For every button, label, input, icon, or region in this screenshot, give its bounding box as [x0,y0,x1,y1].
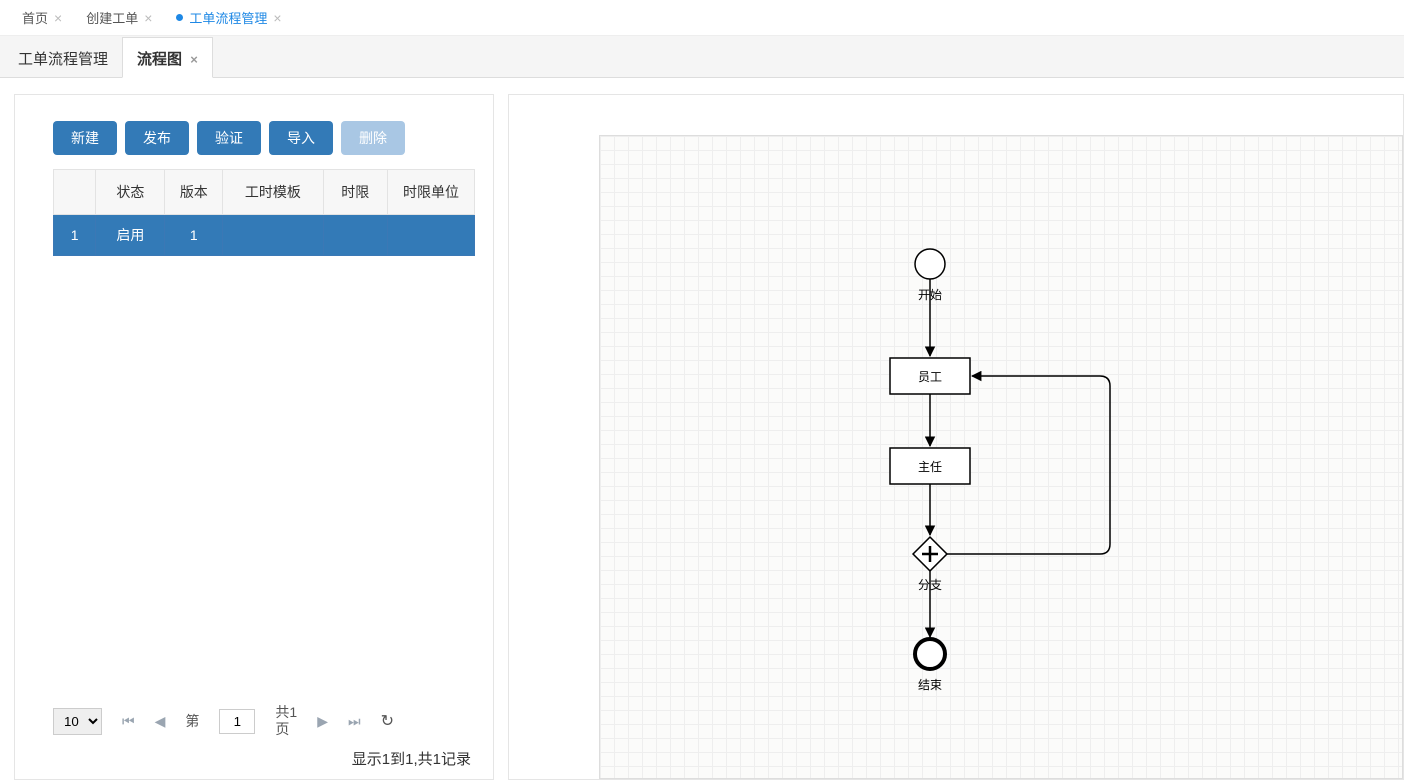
total-pages: 共1页 [275,704,297,738]
cell-template [223,215,323,256]
main-split: 新建 发布 验证 导入 删除 状态 版本 工时模板 时限 [0,78,1404,780]
toolbar: 新建 发布 验证 导入 删除 [15,121,493,169]
close-icon[interactable]: × [190,52,198,67]
publish-button[interactable]: 发布 [125,121,189,155]
col-limit[interactable]: 时限 [323,170,388,215]
refresh-icon[interactable]: ↻ [381,711,394,731]
record-summary: 显示1到1,共1记录 [15,742,493,769]
start-node[interactable] [915,249,945,279]
next-page-icon[interactable]: ▶ [317,713,328,730]
diagram-panel: 员工 主任 开始 [508,94,1404,780]
tab-label: 首页 [22,8,48,27]
task-label: 主任 [918,460,942,474]
cell-limit [323,215,388,256]
cell-status: 启用 [96,215,165,256]
page-size-select[interactable]: 10 [53,708,102,735]
validate-button[interactable]: 验证 [197,121,261,155]
col-version[interactable]: 版本 [165,170,223,215]
pager: 10 ⏮ ◀ 第 共1页 ▶ ⏭ ↻ [15,696,493,742]
breadcrumb-tabs: 首页 × 创建工单 × 工单流程管理 × [0,0,1404,36]
tab-label: 创建工单 [86,8,138,27]
gateway-node[interactable] [913,537,947,571]
left-panel: 新建 发布 验证 导入 删除 状态 版本 工时模板 时限 [14,94,494,780]
delete-button[interactable]: 删除 [341,121,405,155]
page-input[interactable] [219,709,255,734]
tab-create-order[interactable]: 创建工单 × [74,0,164,35]
first-page-icon[interactable]: ⏮ [122,713,135,730]
tab-workflow-mgmt[interactable]: 工单流程管理 × [164,0,293,35]
tab-label: 工单流程管理 [189,8,267,27]
table-wrap: 状态 版本 工时模板 时限 时限单位 1 启用 1 [15,169,493,696]
gateway-label: 分支 [918,576,942,593]
col-status[interactable]: 状态 [96,170,165,215]
cell-unit [388,215,475,256]
col-unit[interactable]: 时限单位 [388,170,475,215]
diagram-canvas[interactable]: 员工 主任 开始 [599,135,1403,779]
col-index [54,170,96,215]
page-label-prefix: 第 [185,711,199,731]
tab-home[interactable]: 首页 × [10,0,74,35]
subtab-label: 工单流程管理 [18,51,108,68]
task-label: 员工 [918,370,942,384]
close-icon[interactable]: × [144,10,152,26]
sub-tabs: 工单流程管理 流程图 × [0,36,1404,78]
end-label: 结束 [918,676,942,693]
subtab-workflow-mgmt[interactable]: 工单流程管理 [4,38,122,77]
subtab-label: 流程图 [137,51,182,68]
table-row[interactable]: 1 启用 1 [54,215,475,256]
last-page-icon[interactable]: ⏭ [348,713,361,730]
new-button[interactable]: 新建 [53,121,117,155]
close-icon[interactable]: × [273,10,281,26]
active-dot-icon [176,14,183,21]
close-icon[interactable]: × [54,10,62,26]
subtab-flowchart[interactable]: 流程图 × [122,37,213,78]
flowchart-svg: 员工 主任 [600,136,1402,778]
cell-version: 1 [165,215,223,256]
start-label: 开始 [918,286,942,303]
workflow-table: 状态 版本 工时模板 时限 时限单位 1 启用 1 [53,169,475,256]
import-button[interactable]: 导入 [269,121,333,155]
end-node[interactable] [915,639,945,669]
edge-loop [947,376,1110,554]
cell-index: 1 [54,215,96,256]
prev-page-icon[interactable]: ◀ [155,713,166,730]
col-template[interactable]: 工时模板 [223,170,323,215]
table-header-row: 状态 版本 工时模板 时限 时限单位 [54,170,475,215]
